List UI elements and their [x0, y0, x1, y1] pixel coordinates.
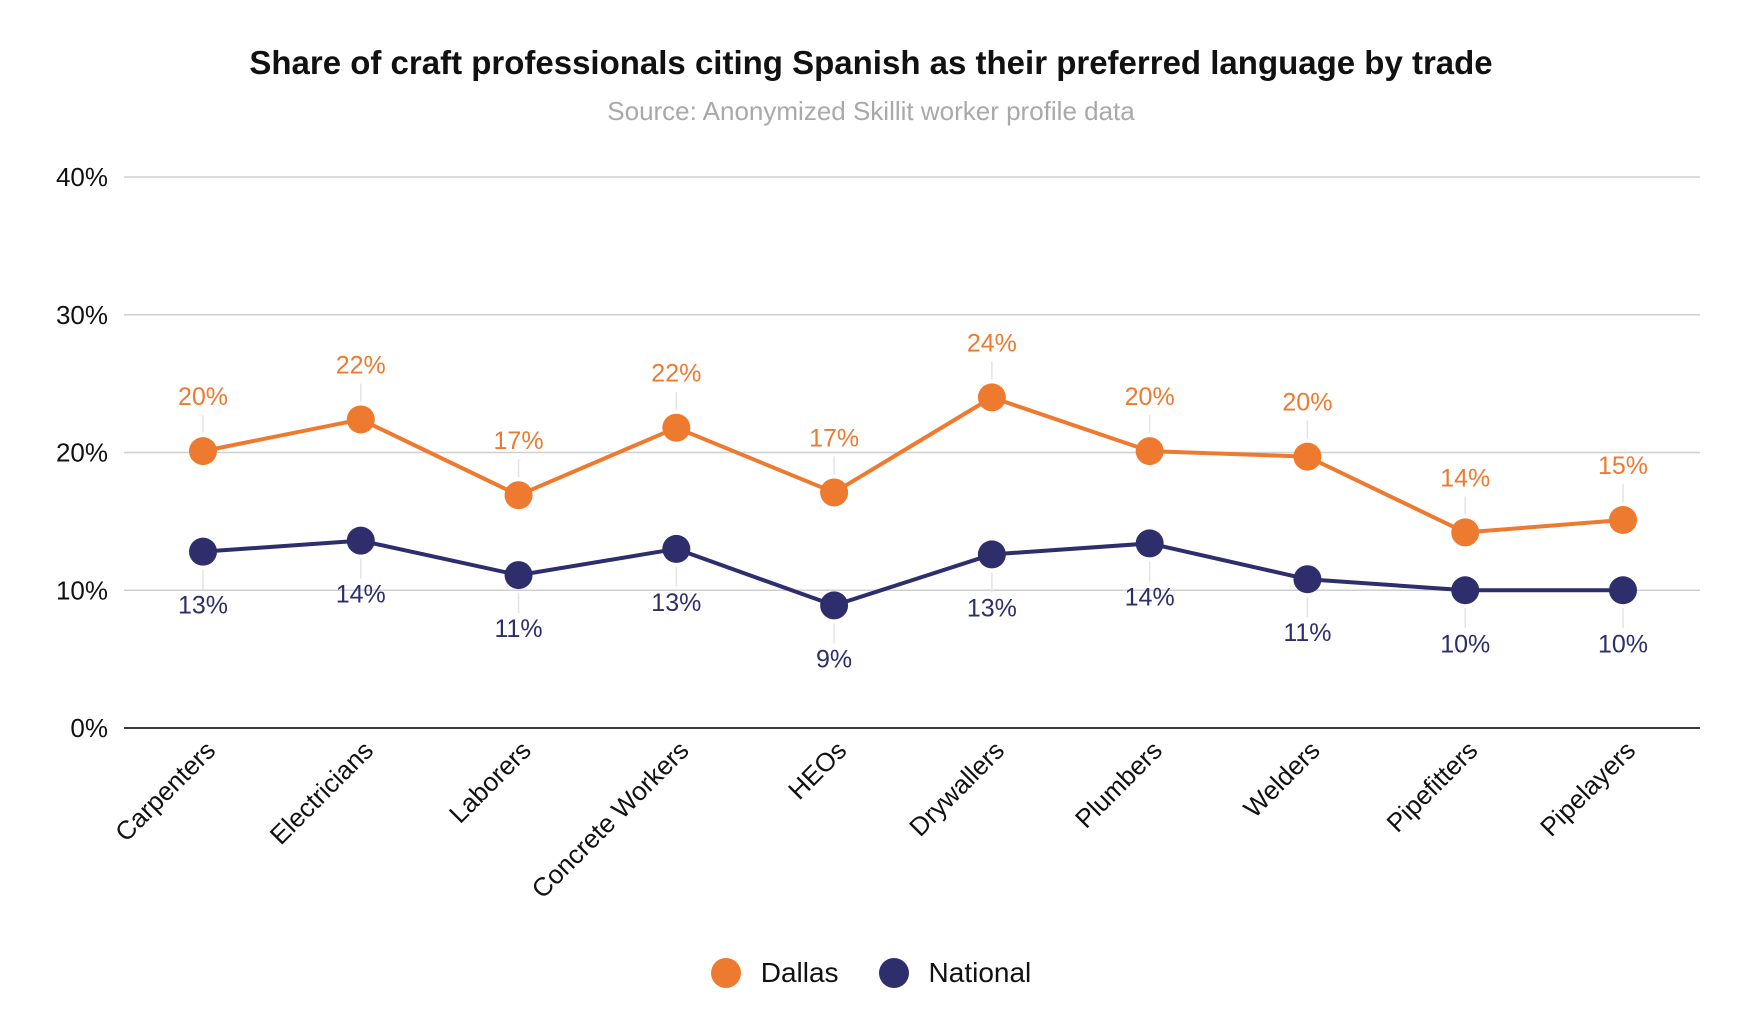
data-label-dallas: 24%: [967, 329, 1017, 357]
x-tick-label: HEOs: [782, 735, 852, 805]
data-point-dallas[interactable]: [1451, 518, 1480, 547]
data-label-national: 11%: [494, 615, 542, 643]
data-point-dallas[interactable]: [1609, 505, 1637, 534]
x-tick-label: Concrete Workers: [526, 735, 695, 904]
data-label-national: 9%: [816, 645, 852, 673]
y-tick-label: 0%: [70, 713, 108, 743]
x-tick-label: Pipelayers: [1534, 735, 1641, 842]
data-point-dallas[interactable]: [1135, 437, 1164, 466]
data-point-national[interactable]: [1135, 529, 1164, 558]
data-point-dallas[interactable]: [504, 481, 533, 510]
x-tick-label: Drywallers: [903, 735, 1010, 842]
x-tick-label: Pipefitters: [1381, 735, 1484, 838]
y-tick-label: 20%: [56, 438, 108, 468]
data-label-dallas: 20%: [178, 383, 228, 411]
data-label-national: 10%: [1440, 630, 1490, 658]
data-label-national: 11%: [1283, 619, 1331, 647]
data-label-national: 14%: [336, 581, 386, 609]
x-tick-label: Welders: [1237, 735, 1325, 823]
data-point-dallas[interactable]: [820, 478, 849, 507]
data-label-national: 13%: [651, 589, 701, 617]
data-label-national: 14%: [1125, 583, 1175, 611]
data-point-dallas[interactable]: [346, 405, 375, 434]
data-label-national: 10%: [1598, 630, 1648, 658]
x-tick-label: Laborers: [443, 735, 537, 829]
x-tick-label: Plumbers: [1069, 735, 1168, 834]
y-tick-label: 10%: [56, 575, 108, 605]
chart-subtitle: Source: Anonymized Skillit worker profil…: [607, 96, 1135, 126]
data-point-national[interactable]: [1451, 576, 1480, 605]
data-label-national: 13%: [967, 594, 1017, 622]
data-point-dallas[interactable]: [189, 437, 217, 466]
data-point-dallas[interactable]: [1293, 442, 1322, 471]
x-tick-label: Electricians: [264, 735, 379, 850]
legend-label-national: National: [928, 957, 1032, 988]
series-line-dallas: [202, 395, 1624, 535]
data-point-national[interactable]: [977, 540, 1006, 569]
data-label-dallas: 14%: [1440, 464, 1490, 492]
data-point-national[interactable]: [1609, 576, 1637, 605]
legend-swatch-dallas: [710, 958, 741, 988]
data-point-national[interactable]: [504, 561, 533, 590]
data-label-dallas: 20%: [1125, 383, 1175, 411]
data-point-national[interactable]: [662, 534, 691, 563]
data-point-national[interactable]: [346, 526, 375, 555]
data-label-dallas: 22%: [336, 351, 386, 379]
y-tick-label: 40%: [56, 162, 108, 192]
data-point-national[interactable]: [820, 591, 849, 620]
data-label-dallas: 15%: [1598, 452, 1648, 480]
x-tick-label: Carpenters: [109, 735, 221, 847]
data-point-national[interactable]: [1293, 565, 1322, 594]
legend-item-dallas[interactable]: Dallas: [710, 957, 839, 989]
legend-item-national[interactable]: National: [878, 957, 1032, 989]
data-label-dallas: 17%: [494, 427, 544, 455]
series-layer: [189, 361, 1637, 644]
data-label-dallas: 17%: [809, 424, 859, 452]
data-label-dallas: 20%: [1282, 389, 1332, 417]
data-point-dallas[interactable]: [662, 413, 691, 442]
series-line-national: [202, 538, 1623, 608]
data-point-dallas[interactable]: [977, 383, 1006, 412]
legend-label-dallas: Dallas: [760, 957, 839, 988]
y-tick-label: 30%: [56, 300, 108, 330]
data-point-national[interactable]: [189, 537, 217, 566]
y-axis-tick-labels: 0% 10% 20% 30% 40%: [56, 162, 108, 743]
data-label-national: 13%: [178, 592, 228, 620]
data-labels: 20% 22% 17% 22% 17% 24% 20% 20% 14% 15% 13% 14% 11% 1…: [178, 329, 1648, 673]
data-label-dallas: 22%: [651, 360, 701, 388]
legend-swatch-national: [878, 958, 909, 988]
legend: Dallas National: [0, 957, 1742, 989]
chart-title: Share of craft professionals citing Span…: [249, 44, 1493, 81]
